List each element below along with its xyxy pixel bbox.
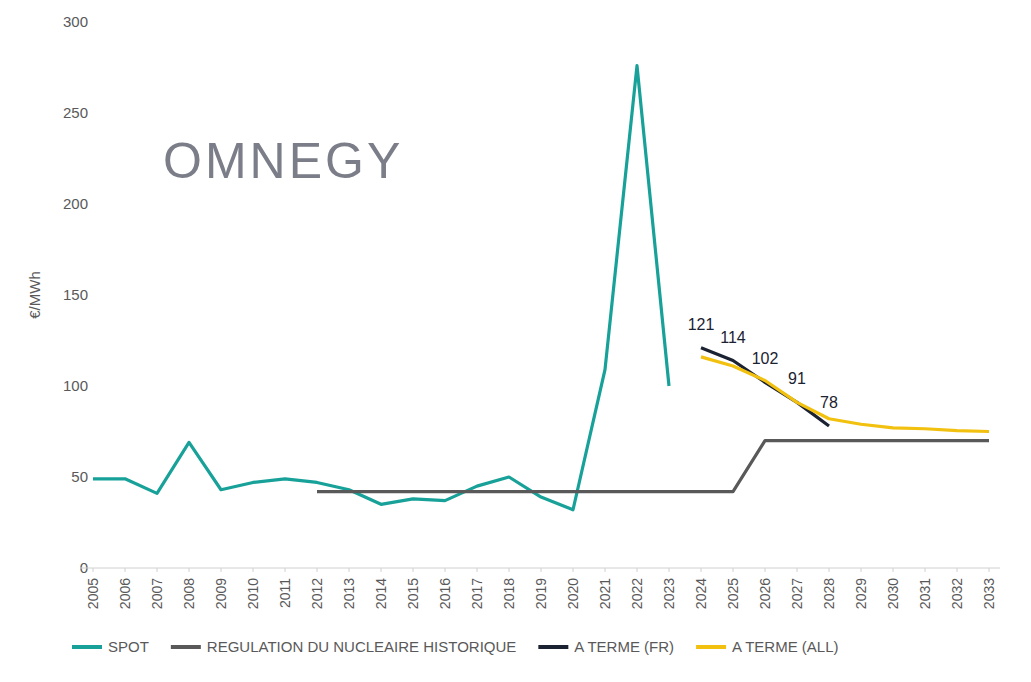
x-tick [189,568,190,572]
x-tick [157,568,158,572]
x-tick [445,568,446,572]
x-tick-label: 2020 [565,578,581,609]
x-tick-label: 2032 [949,578,965,609]
x-tick-label: 2010 [245,578,261,609]
chart: 050100150200250300€/MWh20052006200720082… [0,0,1031,682]
x-tick [381,568,382,572]
x-tick-label: 2031 [917,578,933,609]
legend-label: SPOT [108,638,149,655]
x-tick-label: 2021 [597,578,613,609]
x-axis [80,568,1000,569]
x-tick-label: 2033 [981,578,997,609]
y-tick-label: 200 [63,195,88,212]
x-tick [861,568,862,572]
y-tick-label: 150 [63,286,88,303]
y-tick-label: 300 [63,13,88,30]
y-tick-label: 100 [63,377,88,394]
y-axis [80,22,81,568]
legend-swatch [72,645,102,649]
x-tick-label: 2027 [789,578,805,609]
x-tick [829,568,830,572]
logo: OMNEGY [163,133,403,189]
x-tick-label: 2005 [85,578,101,609]
data-label: 102 [752,350,779,367]
x-tick [605,568,606,572]
x-tick [125,568,126,572]
y-tick-label: 50 [71,468,88,485]
series-line [701,348,829,426]
legend-swatch [696,645,726,649]
x-tick-label: 2013 [341,578,357,609]
x-tick [413,568,414,572]
legend-label: REGULATION DU NUCLEAIRE HISTORIQUE [207,638,517,655]
x-tick-label: 2029 [853,578,869,609]
x-tick-label: 2011 [277,578,293,608]
legend-label: A TERME (ALL) [732,638,838,655]
x-tick-label: 2017 [469,578,485,609]
x-tick [637,568,638,572]
y-tick-label: 250 [63,104,88,121]
x-tick [253,568,254,572]
x-tick-label: 2007 [149,578,165,609]
legend-swatch [171,645,201,649]
x-tick [733,568,734,572]
x-tick-label: 2024 [693,578,709,609]
x-tick-label: 2019 [533,578,549,609]
x-tick-label: 2015 [405,578,421,609]
x-tick [285,568,286,572]
legend-label: A TERME (FR) [574,638,674,655]
x-tick-label: 2018 [501,578,517,609]
x-tick [349,568,350,572]
series-line [93,66,669,510]
x-tick-label: 2025 [725,578,741,609]
data-label: 91 [788,370,806,387]
x-tick [701,568,702,572]
x-tick-label: 2009 [213,578,229,609]
x-tick-label: 2012 [309,578,325,609]
x-tick [957,568,958,572]
x-tick [509,568,510,572]
series-line [701,357,989,432]
x-tick [669,568,670,572]
series-line [317,441,989,492]
data-label: 114 [720,329,746,346]
data-label: 78 [820,394,838,411]
data-label: 121 [688,316,715,333]
x-tick [893,568,894,572]
x-tick-label: 2023 [661,578,677,609]
x-tick [925,568,926,572]
x-tick-label: 2006 [117,578,133,609]
x-tick [477,568,478,572]
x-tick-label: 2016 [437,578,453,609]
x-tick [221,568,222,572]
legend-swatch [538,645,568,649]
x-tick [989,568,990,572]
data-labels: 121 114 102 91 78 [688,316,838,411]
y-axis-label: €/MWh [26,271,43,319]
x-tick-label: 2022 [629,578,645,609]
x-tick-label: 2030 [885,578,901,609]
x-tick-label: 2026 [757,578,773,609]
x-tick [765,568,766,572]
x-tick [573,568,574,572]
x-tick [93,568,94,572]
x-tick-label: 2014 [373,578,389,609]
x-tick-label: 2028 [821,578,837,609]
x-tick [541,568,542,572]
x-tick-label: 2008 [181,578,197,609]
x-tick [317,568,318,572]
series-group [93,66,989,510]
x-tick [797,568,798,572]
